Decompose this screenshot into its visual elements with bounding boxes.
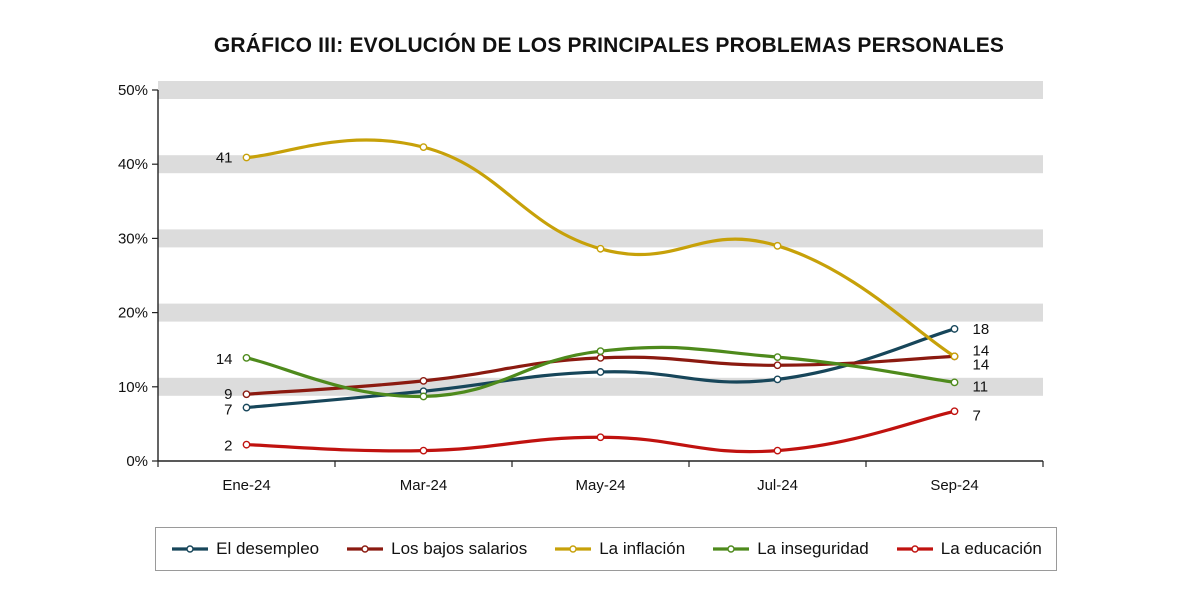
y-tick-label: 10%	[118, 379, 148, 396]
y-tick-label: 30%	[118, 230, 148, 247]
x-tick-label: May-24	[575, 477, 625, 494]
axes: 0% 10% 20% 30% 40% 50% Ene-24 Mar-24 May-24 Jul-2…	[118, 82, 1044, 494]
data-point	[242, 353, 251, 362]
grid-band	[158, 81, 1043, 99]
x-tick-label: Ene-24	[222, 477, 270, 494]
y-tick-label: 0%	[126, 453, 148, 470]
y-tick-label: 40%	[118, 156, 148, 173]
legend-swatch	[555, 545, 592, 553]
data-label: 2	[224, 438, 232, 455]
x-tick-label: Sep-24	[930, 477, 978, 494]
legend: El desempleo Los bajos salarios La inflaci…	[155, 527, 1057, 571]
data-point	[419, 143, 428, 152]
data-label: 41	[216, 150, 233, 167]
data-point	[596, 347, 605, 356]
data-point	[242, 403, 251, 412]
data-point	[596, 353, 605, 362]
legend-item: La inflación	[553, 539, 685, 559]
data-point	[596, 244, 605, 253]
data-point	[950, 352, 959, 361]
data-point	[950, 378, 959, 387]
data-point	[773, 361, 782, 370]
data-label: 18	[973, 321, 990, 338]
series-line	[244, 409, 957, 454]
legend-item: Los bajos salarios	[345, 539, 527, 559]
data-point	[419, 392, 428, 401]
data-point	[242, 440, 251, 449]
data-label: 14	[216, 351, 233, 368]
data-point	[596, 433, 605, 442]
data-label: 11	[973, 378, 989, 395]
data-point	[773, 446, 782, 455]
legend-label: El desempleo	[216, 539, 320, 558]
data-label: 14	[973, 356, 990, 373]
grid-band	[158, 377, 1043, 396]
x-tick-label: Mar-24	[400, 477, 448, 494]
legend-swatch	[896, 545, 933, 553]
legend-item: La inseguridad	[711, 539, 869, 559]
data-point	[773, 241, 782, 250]
legend-swatch	[347, 545, 384, 553]
data-label: 7	[224, 402, 232, 419]
data-point	[242, 153, 251, 162]
series-layer	[242, 138, 959, 455]
grid-band	[158, 155, 1043, 174]
legend-label: Los bajos salarios	[391, 539, 528, 558]
data-point	[419, 376, 428, 385]
data-label: 14	[973, 342, 990, 359]
y-tick-label: 50%	[118, 82, 148, 99]
grid-bands	[158, 81, 1043, 396]
grid-band	[158, 303, 1043, 322]
grid-band	[158, 229, 1043, 248]
x-tick-label: Jul-24	[757, 477, 798, 494]
data-label: 9	[224, 386, 232, 403]
chart-title: GRÁFICO III: EVOLUCIÓN DE LOS PRINCIPALE…	[213, 34, 1005, 57]
data-label: 7	[973, 407, 981, 424]
legend-item: El desempleo	[170, 539, 319, 559]
data-point	[773, 353, 782, 362]
legend-swatch	[172, 545, 209, 553]
data-point	[419, 446, 428, 455]
data-point	[596, 368, 605, 376]
legend-label: La educación	[940, 539, 1042, 558]
data-point	[773, 375, 782, 384]
legend-swatch	[713, 545, 750, 553]
data-point	[242, 390, 251, 399]
legend-item: La educación	[895, 539, 1042, 559]
legend-label: La inflación	[599, 539, 686, 558]
y-tick-label: 20%	[118, 305, 148, 322]
data-point	[950, 407, 959, 416]
legend-label: La inseguridad	[757, 539, 869, 558]
data-point	[950, 325, 959, 333]
